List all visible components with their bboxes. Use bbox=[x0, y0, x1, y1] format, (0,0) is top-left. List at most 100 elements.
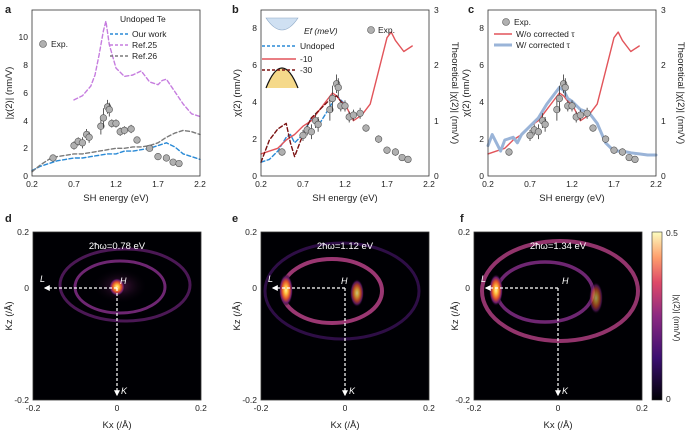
panel-c-ytick: 4 bbox=[479, 97, 484, 107]
panel-c-y-right-ticks: 0 1 2 3 bbox=[661, 5, 666, 181]
point-label-k: K bbox=[349, 386, 356, 396]
data-point bbox=[78, 139, 86, 147]
panel-b-ylabel: χ(2) (nm/V) bbox=[232, 69, 243, 117]
data-point bbox=[526, 131, 534, 140]
data-point bbox=[610, 146, 618, 154]
panel-e-ytick: 0.2 bbox=[245, 227, 257, 237]
panel-f-label: f bbox=[460, 213, 464, 225]
panel-e-heatmap bbox=[263, 241, 421, 341]
panel-b-ytick-right: 2 bbox=[434, 60, 439, 70]
panel-c-xtick: 2.2 bbox=[650, 179, 662, 189]
panel-b-ytick: 0 bbox=[252, 171, 257, 181]
heatmap-ring-outer bbox=[480, 239, 640, 343]
panel-e-ytick: 0 bbox=[252, 283, 257, 293]
panel-e-ytick: -0.2 bbox=[242, 395, 257, 405]
data-point bbox=[341, 102, 349, 110]
panel-c-ytick: 0 bbox=[479, 171, 484, 181]
panel-c-xtick: 1.7 bbox=[608, 179, 620, 189]
panel-a-plot-area bbox=[31, 20, 201, 173]
panel-e-xlabel: Kx (/Å) bbox=[330, 420, 359, 431]
data-point bbox=[561, 83, 569, 92]
legend-swatch-exp bbox=[367, 26, 375, 34]
series-line-a-2 bbox=[73, 20, 201, 118]
heatmap-ring-outer bbox=[58, 247, 192, 323]
data-point bbox=[505, 148, 513, 156]
panel-f-xtick: 0 bbox=[556, 403, 561, 413]
panel-d-heatmap bbox=[58, 247, 192, 323]
panel-e-xtick: 0.2 bbox=[423, 403, 435, 413]
panel-d-ytick: -0.2 bbox=[14, 395, 29, 405]
panel-b-ytick: 6 bbox=[252, 60, 257, 70]
heatmap-hotspot bbox=[109, 278, 125, 296]
band-diagram-valence-icon bbox=[265, 67, 299, 89]
panel-b: b 0.2 0.7 1.2 1.7 2.2 0 2 4 6 8 0 1 2 3 … bbox=[232, 4, 460, 204]
panel-a-xtick: 1.2 bbox=[110, 179, 122, 189]
data-point bbox=[356, 109, 364, 117]
data-point bbox=[383, 146, 391, 154]
panel-a-xlabel: SH energy (eV) bbox=[83, 193, 148, 204]
data-point bbox=[583, 109, 591, 117]
panel-e-frame bbox=[260, 231, 430, 401]
panel-c-ytick-right: 2 bbox=[661, 60, 666, 70]
panel-b-ylabel-right: Theoretical |χ(2)| (nm/V) bbox=[449, 42, 460, 144]
panel-e-label: e bbox=[232, 213, 238, 225]
colorbar-min: 0 bbox=[666, 394, 671, 404]
panel-f-annotation: 2ħω=1.34 eV bbox=[530, 241, 587, 252]
panel-c-y-ticks: 0 2 4 6 8 bbox=[479, 23, 484, 181]
panel-b-xtick: 0.7 bbox=[297, 179, 309, 189]
panel-a-ytick: 2 bbox=[23, 143, 28, 153]
panel-a-xtick: 0.7 bbox=[68, 179, 80, 189]
panel-b-plot-area bbox=[260, 31, 413, 163]
data-point bbox=[169, 158, 177, 166]
legend-label-undoped: Undoped bbox=[300, 41, 335, 51]
data-point bbox=[120, 126, 128, 134]
data-point bbox=[349, 111, 358, 119]
data-point bbox=[404, 155, 412, 163]
data-point bbox=[375, 135, 383, 143]
legend-swatch-exp bbox=[39, 40, 47, 48]
panel-a: a 0.2 0.7 1.2 1.7 2.2 0 2 4 6 8 10 SH en… bbox=[4, 4, 206, 204]
data-point bbox=[314, 120, 322, 128]
panel-c-xtick: 0.7 bbox=[524, 179, 536, 189]
panel-e: e 2ħω=1.12 eV L H K -0.2 0 0.2 -0.2 0 0.… bbox=[232, 213, 435, 431]
panel-c-frame bbox=[487, 9, 657, 177]
panel-d-annotation: 2ħω=0.78 eV bbox=[89, 241, 146, 252]
panel-d-xtick: 0.2 bbox=[195, 403, 207, 413]
panel-b-x-ticks: 0.2 0.7 1.2 1.7 2.2 bbox=[255, 179, 435, 189]
data-point bbox=[391, 148, 400, 156]
panel-a-x-ticks: 0.2 0.7 1.2 1.7 2.2 bbox=[26, 179, 206, 189]
panel-b-xtick: 0.2 bbox=[255, 179, 267, 189]
point-label-h: H bbox=[562, 276, 569, 286]
data-point bbox=[589, 124, 597, 132]
data-point bbox=[175, 159, 183, 168]
point-label-k: K bbox=[562, 386, 569, 396]
data-point bbox=[49, 154, 57, 162]
panel-f-ytick: -0.2 bbox=[455, 395, 470, 405]
panel-b-legend: Ef (meV) Exp. Undoped -10 -30 bbox=[262, 17, 395, 89]
legend-label-exp: Exp. bbox=[51, 39, 68, 49]
data-point bbox=[307, 128, 316, 136]
point-label-l: L bbox=[40, 274, 45, 284]
panel-c-xlabel: SH energy (eV) bbox=[539, 193, 604, 204]
panel-e-xtick: -0.2 bbox=[254, 403, 269, 413]
data-point bbox=[541, 120, 549, 128]
panel-b-xtick: 1.2 bbox=[339, 179, 351, 189]
panel-c-x-ticks: 0.2 0.7 1.2 1.7 2.2 bbox=[482, 179, 662, 189]
panel-c-plot-area bbox=[486, 31, 658, 163]
data-point bbox=[334, 83, 342, 92]
panel-b-ytick-right: 1 bbox=[434, 116, 439, 126]
data-point bbox=[555, 94, 564, 103]
data-point bbox=[105, 105, 113, 114]
panel-c: c 0.2 0.7 1.2 1.7 2.2 0 2 4 6 8 0 1 2 3 … bbox=[461, 4, 685, 204]
series-line-a-3 bbox=[31, 129, 201, 173]
panel-a-y-ticks: 0 2 4 6 8 10 bbox=[19, 32, 29, 181]
legend-label-w-corrected: W/ corrected τ bbox=[516, 40, 571, 50]
data-point bbox=[97, 122, 105, 130]
data-point bbox=[299, 131, 307, 140]
panel-b-xtick: 1.7 bbox=[381, 179, 393, 189]
panel-a-xtick: 2.2 bbox=[194, 179, 206, 189]
panel-a-frame bbox=[31, 9, 201, 177]
panel-d-ytick: 0.2 bbox=[17, 227, 29, 237]
data-point bbox=[328, 94, 337, 103]
